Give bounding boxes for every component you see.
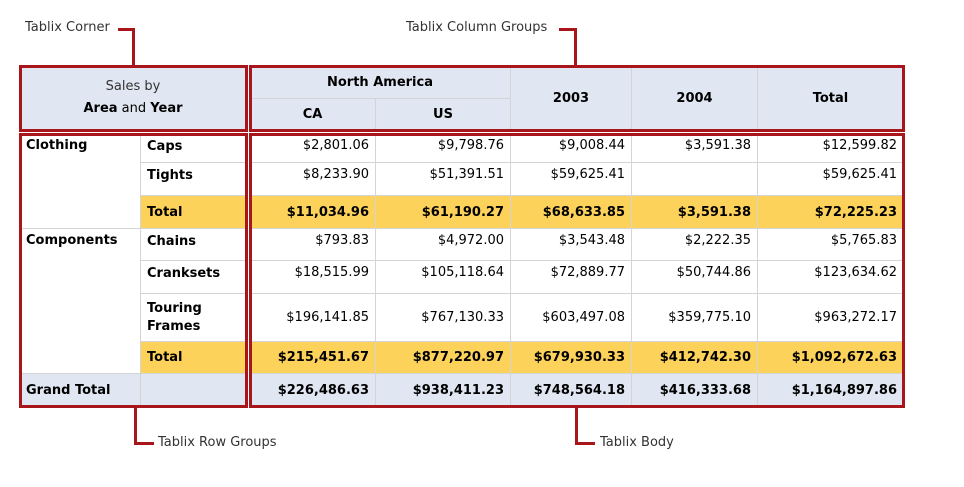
row-item-cell: Touring Frames <box>141 294 247 342</box>
row-item-cell: Cranksets <box>141 261 247 294</box>
value-cell: $412,742.30 <box>632 342 758 374</box>
value-cell: $3,591.38 <box>632 196 758 229</box>
row-item-cell: Tights <box>141 163 247 196</box>
callout-tablix-row-groups: Tablix Row Groups <box>158 435 277 450</box>
value-cell: $748,564.18 <box>511 374 632 407</box>
value-cell: $61,190.27 <box>376 196 511 229</box>
value-cell: $416,333.68 <box>632 374 758 407</box>
header-ca: CA <box>250 99 376 131</box>
corner-year: Year <box>150 101 183 116</box>
corner-line1: Sales by <box>105 79 161 94</box>
value-cell: $72,889.77 <box>511 261 632 294</box>
value-cell: $123,634.62 <box>758 261 904 294</box>
value-cell: $793.83 <box>250 229 376 261</box>
value-cell: $68,633.85 <box>511 196 632 229</box>
header-2003: 2003 <box>511 66 632 131</box>
value-cell: $18,515.99 <box>250 261 376 294</box>
row-item-cell: Chains <box>141 229 247 261</box>
value-cell: $603,497.08 <box>511 294 632 342</box>
value-cell: $9,008.44 <box>511 134 632 163</box>
callout-line <box>575 407 578 445</box>
callout-line <box>134 442 154 445</box>
value-cell: $877,220.97 <box>376 342 511 374</box>
row-item-cell <box>141 374 247 407</box>
callout-line <box>134 407 137 445</box>
corner-area: Area <box>83 101 118 116</box>
value-cell: $1,164,897.86 <box>758 374 904 407</box>
value-cell: $1,092,672.63 <box>758 342 904 374</box>
value-cell: $3,543.48 <box>511 229 632 261</box>
value-cell: $2,222.35 <box>632 229 758 261</box>
value-cell: $226,486.63 <box>250 374 376 407</box>
row-item-cell: Total <box>141 196 247 229</box>
header-us: US <box>376 99 511 131</box>
value-cell: $11,034.96 <box>250 196 376 229</box>
value-cell: $9,798.76 <box>376 134 511 163</box>
value-cell: $50,744.86 <box>632 261 758 294</box>
corner-and: and <box>117 101 151 116</box>
value-cell: $2,801.06 <box>250 134 376 163</box>
value-cell: $5,765.83 <box>758 229 904 261</box>
callout-tablix-corner: Tablix Corner <box>25 20 110 35</box>
value-cell <box>632 163 758 196</box>
callout-line <box>559 28 577 31</box>
callout-line <box>574 28 577 66</box>
value-cell: $59,625.41 <box>511 163 632 196</box>
value-cell: $215,451.67 <box>250 342 376 374</box>
callout-tablix-column-groups: Tablix Column Groups <box>406 20 548 35</box>
value-cell: $12,599.82 <box>758 134 904 163</box>
value-cell: $196,141.85 <box>250 294 376 342</box>
value-cell: $938,411.23 <box>376 374 511 407</box>
header-north-america: North America <box>250 66 511 99</box>
value-cell: $59,625.41 <box>758 163 904 196</box>
row-item-cell: Caps <box>141 134 247 163</box>
callout-line <box>575 442 595 445</box>
value-cell: $767,130.33 <box>376 294 511 342</box>
value-cell: $8,233.90 <box>250 163 376 196</box>
header-2004: 2004 <box>632 66 758 131</box>
value-cell: $679,930.33 <box>511 342 632 374</box>
value-cell: $4,972.00 <box>376 229 511 261</box>
callout-line <box>132 28 135 66</box>
value-cell: $72,225.23 <box>758 196 904 229</box>
value-cell: $359,775.10 <box>632 294 758 342</box>
value-cell: $963,272.17 <box>758 294 904 342</box>
tablix-corner-cell: Sales by Area and Year <box>20 66 247 131</box>
row-item-cell: Total <box>141 342 247 374</box>
row-group-cell: Clothing <box>20 134 141 229</box>
callout-line <box>118 28 135 31</box>
row-group-cell: Components <box>20 229 141 374</box>
header-total: Total <box>758 66 904 131</box>
value-cell: $3,591.38 <box>632 134 758 163</box>
row-group-cell: Grand Total <box>20 374 141 407</box>
callout-tablix-body: Tablix Body <box>600 435 674 450</box>
value-cell: $105,118.64 <box>376 261 511 294</box>
value-cell: $51,391.51 <box>376 163 511 196</box>
